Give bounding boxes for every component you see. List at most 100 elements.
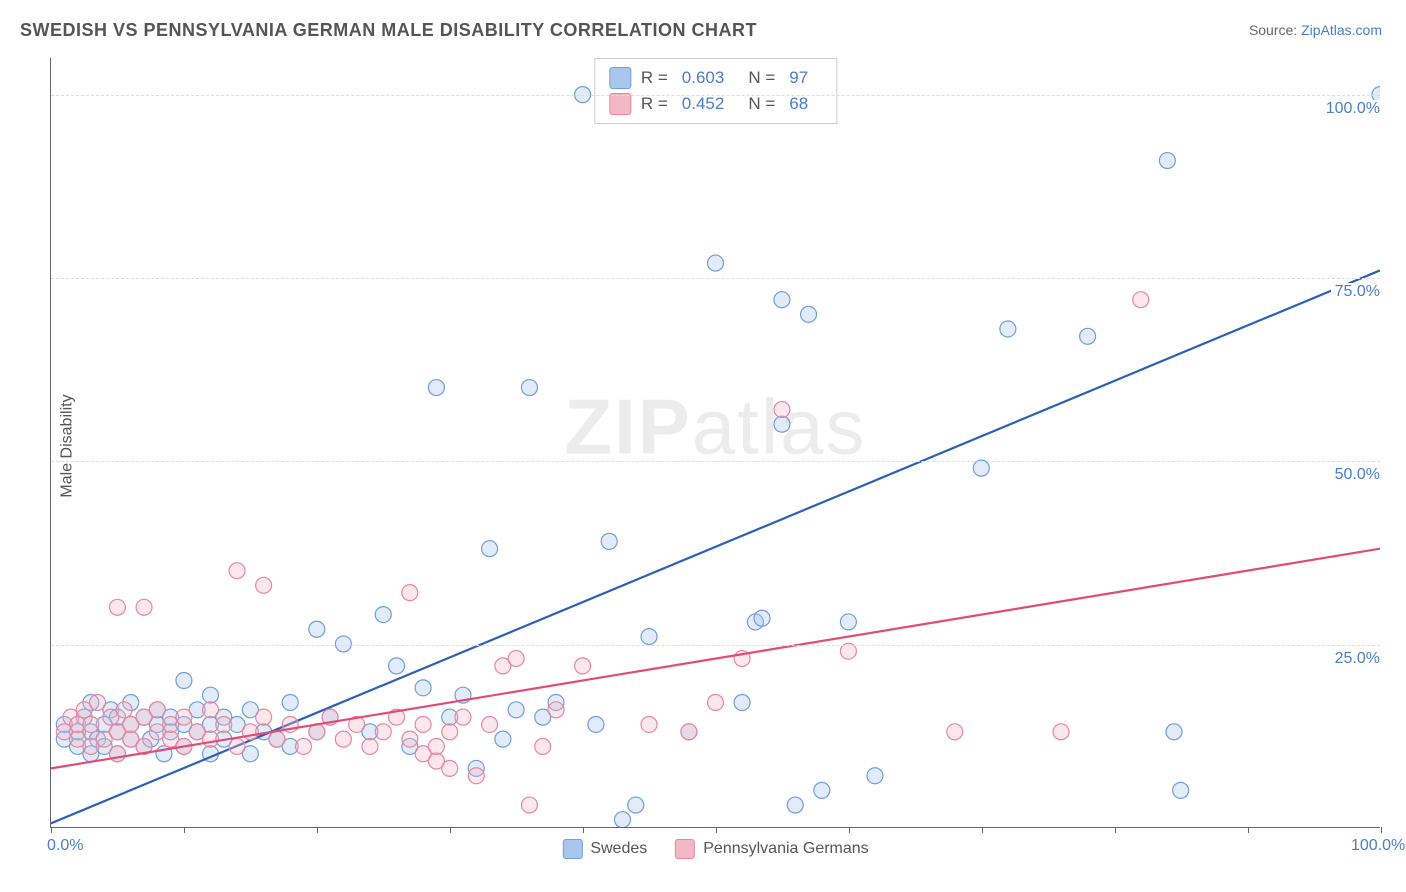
data-point <box>202 731 218 747</box>
source-attribution: Source: ZipAtlas.com <box>1249 22 1382 38</box>
data-point <box>335 731 351 747</box>
data-point <box>309 621 325 637</box>
x-tick <box>982 827 983 833</box>
x-tick <box>849 827 850 833</box>
regression-line <box>51 270 1380 823</box>
data-point <box>256 709 272 725</box>
y-tick-label: 50.0% <box>1331 466 1384 484</box>
data-point <box>801 306 817 322</box>
data-point <box>482 716 498 732</box>
source-link[interactable]: ZipAtlas.com <box>1301 22 1382 38</box>
y-tick-label: 75.0% <box>1331 283 1384 301</box>
stats-box: R =0.603 N =97 R =0.452 N =68 <box>594 58 837 124</box>
data-point <box>176 673 192 689</box>
data-point <box>229 738 245 754</box>
data-point <box>402 585 418 601</box>
swatch-icon <box>562 839 582 859</box>
data-point <box>216 716 232 732</box>
data-point <box>90 695 106 711</box>
data-point <box>1000 321 1016 337</box>
data-point <box>681 724 697 740</box>
data-point <box>508 702 524 718</box>
data-point <box>389 658 405 674</box>
data-point <box>455 709 471 725</box>
legend-item-swedes: Swedes <box>562 839 647 859</box>
data-point <box>588 716 604 732</box>
data-point <box>495 731 511 747</box>
data-point <box>548 702 564 718</box>
x-tick-label: 0.0% <box>47 837 83 855</box>
data-point <box>256 577 272 593</box>
data-point <box>202 702 218 718</box>
data-point <box>521 797 537 813</box>
data-point <box>787 797 803 813</box>
data-point <box>641 716 657 732</box>
data-point <box>708 255 724 271</box>
x-tick <box>1248 827 1249 833</box>
data-point <box>947 724 963 740</box>
data-point <box>601 533 617 549</box>
y-tick-label: 100.0% <box>1322 100 1384 118</box>
data-point <box>296 738 312 754</box>
data-point <box>415 680 431 696</box>
data-point <box>521 380 537 396</box>
data-point <box>116 702 132 718</box>
stats-row-swedes: R =0.603 N =97 <box>609 65 822 91</box>
data-point <box>442 724 458 740</box>
swatch-icon <box>609 67 631 89</box>
data-point <box>136 599 152 615</box>
data-point <box>774 416 790 432</box>
data-point <box>83 716 99 732</box>
x-tick <box>716 827 717 833</box>
source-label: Source: <box>1249 22 1297 38</box>
data-point <box>1166 724 1182 740</box>
data-point <box>708 695 724 711</box>
x-tick <box>450 827 451 833</box>
x-tick <box>317 827 318 833</box>
data-point <box>402 731 418 747</box>
gridline <box>51 645 1380 646</box>
data-point <box>867 768 883 784</box>
x-tick-label: 100.0% <box>1351 837 1405 855</box>
data-point <box>375 607 391 623</box>
chart-svg <box>51 58 1380 827</box>
data-point <box>269 731 285 747</box>
data-point <box>1159 153 1175 169</box>
data-point <box>614 812 630 827</box>
x-tick <box>1115 827 1116 833</box>
data-point <box>415 716 431 732</box>
data-point <box>149 702 165 718</box>
data-point <box>109 599 125 615</box>
data-point <box>508 651 524 667</box>
y-tick-label: 25.0% <box>1331 650 1384 668</box>
data-point <box>282 695 298 711</box>
data-point <box>176 709 192 725</box>
data-point <box>641 629 657 645</box>
plot-area: ZIPatlas R =0.603 N =97 R =0.452 N =68 S… <box>50 58 1380 828</box>
data-point <box>575 658 591 674</box>
data-point <box>442 760 458 776</box>
x-tick <box>51 827 52 833</box>
chart-title: SWEDISH VS PENNSYLVANIA GERMAN MALE DISA… <box>20 20 757 41</box>
data-point <box>428 380 444 396</box>
swatch-icon <box>675 839 695 859</box>
data-point <box>1053 724 1069 740</box>
data-point <box>229 563 245 579</box>
data-point <box>973 460 989 476</box>
swatch-icon <box>609 93 631 115</box>
legend-item-penn-germans: Pennsylvania Germans <box>675 839 868 859</box>
data-point <box>202 687 218 703</box>
data-point <box>1080 328 1096 344</box>
x-tick <box>184 827 185 833</box>
data-point <box>1173 782 1189 798</box>
data-point <box>774 402 790 418</box>
data-point <box>362 738 378 754</box>
legend: Swedes Pennsylvania Germans <box>562 839 868 859</box>
x-tick <box>583 827 584 833</box>
data-point <box>428 738 444 754</box>
data-point <box>814 782 830 798</box>
data-point <box>840 614 856 630</box>
data-point <box>754 610 770 626</box>
data-point <box>535 738 551 754</box>
gridline <box>51 278 1380 279</box>
